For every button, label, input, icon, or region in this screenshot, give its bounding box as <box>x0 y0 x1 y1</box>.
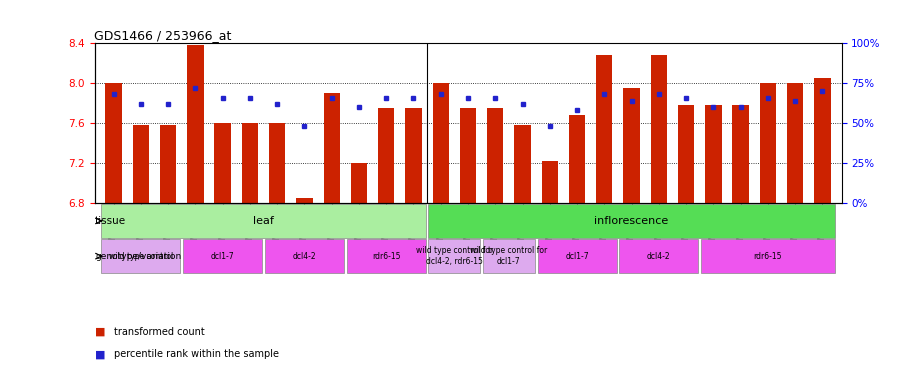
Bar <box>624 88 640 203</box>
Bar <box>514 125 531 203</box>
Text: inflorescence: inflorescence <box>595 216 669 226</box>
Bar <box>483 239 535 273</box>
Bar <box>269 123 285 203</box>
Text: wild type control for
dcl1-7: wild type control for dcl1-7 <box>471 246 547 266</box>
Bar <box>706 105 722 203</box>
Bar <box>187 45 203 203</box>
Bar <box>323 93 340 203</box>
Bar <box>460 108 476 203</box>
Bar <box>537 239 616 273</box>
Bar <box>346 239 426 273</box>
Bar <box>378 108 394 203</box>
Bar <box>132 125 149 203</box>
Text: ■: ■ <box>94 327 105 337</box>
Bar <box>296 198 312 203</box>
Bar <box>405 108 422 203</box>
Bar <box>351 163 367 203</box>
Bar <box>160 125 176 203</box>
Bar <box>102 204 426 238</box>
Bar <box>433 83 449 203</box>
Bar <box>760 83 776 203</box>
Text: dcl4-2: dcl4-2 <box>292 252 316 261</box>
Text: rdr6-15: rdr6-15 <box>753 252 782 261</box>
Text: dcl1-7: dcl1-7 <box>211 252 234 261</box>
Text: tissue: tissue <box>95 216 126 226</box>
Bar <box>265 239 344 273</box>
Text: leaf: leaf <box>253 216 274 226</box>
Bar <box>701 239 834 273</box>
Text: dcl1-7: dcl1-7 <box>565 252 589 261</box>
Bar <box>242 123 258 203</box>
Bar <box>619 239 698 273</box>
Text: dcl4-2: dcl4-2 <box>647 252 670 261</box>
Bar <box>428 239 481 273</box>
Bar <box>733 105 749 203</box>
Bar <box>105 83 122 203</box>
Bar <box>814 78 831 203</box>
Bar <box>787 83 804 203</box>
Bar <box>183 239 262 273</box>
Bar <box>678 105 694 203</box>
Text: wild type control for
dcl4-2, rdr6-15: wild type control for dcl4-2, rdr6-15 <box>416 246 493 266</box>
Bar <box>487 108 503 203</box>
Text: GDS1466 / 253966_at: GDS1466 / 253966_at <box>94 29 232 42</box>
Bar <box>569 115 585 203</box>
Text: ■: ■ <box>94 350 105 359</box>
Bar <box>542 161 558 203</box>
Bar <box>651 55 667 203</box>
Text: transformed count: transformed count <box>114 327 205 337</box>
Text: rdr6-15: rdr6-15 <box>372 252 400 261</box>
Text: genotype/variation: genotype/variation <box>95 252 181 261</box>
Bar <box>428 204 834 238</box>
Bar <box>596 55 613 203</box>
Bar <box>214 123 230 203</box>
Bar <box>102 239 180 273</box>
Text: percentile rank within the sample: percentile rank within the sample <box>114 350 279 359</box>
Text: wild type control: wild type control <box>109 252 173 261</box>
